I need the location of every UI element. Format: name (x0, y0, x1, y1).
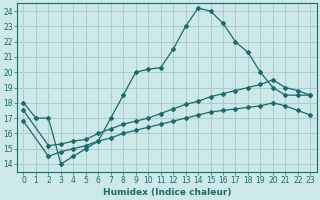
X-axis label: Humidex (Indice chaleur): Humidex (Indice chaleur) (103, 188, 231, 197)
